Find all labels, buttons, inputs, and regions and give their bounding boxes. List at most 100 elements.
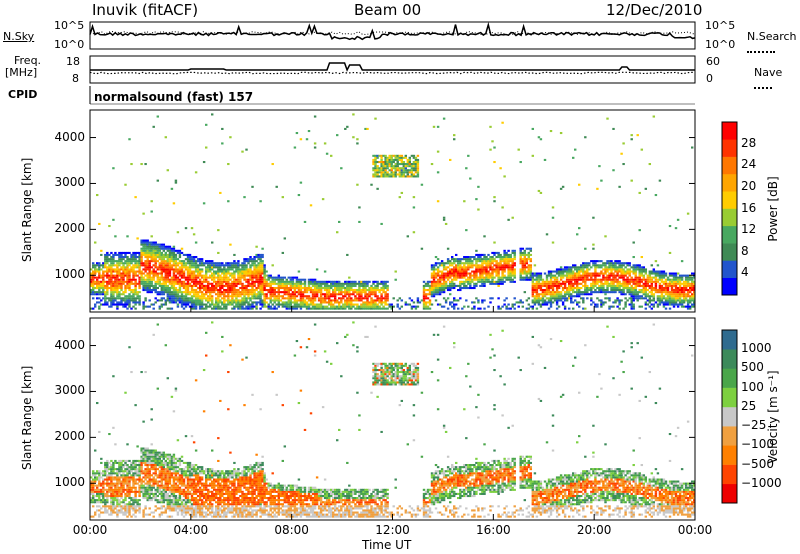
power-cell (267, 278, 270, 281)
power-cell (400, 167, 404, 170)
power-cell (507, 253, 510, 256)
power-cell (404, 303, 408, 306)
power-cell (461, 262, 464, 265)
power-cell (194, 171, 198, 174)
power-cell (154, 243, 157, 246)
power-cell (186, 272, 190, 275)
power-cell (570, 299, 573, 302)
power-cell (150, 276, 153, 279)
power-cell (277, 284, 281, 287)
power-cell (134, 196, 137, 199)
power-cell (527, 278, 531, 281)
power-cell (489, 260, 492, 263)
power-cell (202, 202, 206, 205)
power-cell (604, 291, 607, 294)
power-cell (531, 282, 535, 285)
power-cell (297, 305, 301, 308)
power-cell (604, 278, 607, 281)
power-cell (539, 299, 543, 302)
power-cell (158, 243, 162, 246)
power-cell (251, 185, 254, 188)
power-cell (116, 264, 119, 267)
power-cell (134, 266, 137, 269)
power-cell (400, 156, 404, 159)
power-cell (128, 303, 131, 306)
power-cell (192, 278, 196, 281)
power-cell (465, 287, 468, 290)
power-cell (384, 173, 387, 176)
power-cell (551, 291, 555, 294)
power-cell (319, 284, 323, 287)
power-cell (493, 241, 496, 244)
power-cell (295, 278, 299, 281)
power-cell (180, 297, 184, 300)
power-cell (251, 303, 254, 306)
power-cell (267, 274, 270, 277)
power-cell (584, 287, 587, 290)
power-cell (207, 266, 210, 269)
power-cell (370, 284, 373, 287)
power-cell (325, 293, 329, 296)
power-cell (348, 291, 351, 294)
power-cell (338, 287, 341, 290)
power-cell (98, 287, 101, 290)
power-cell (505, 278, 508, 281)
power-cell (648, 274, 652, 277)
power-cell (648, 299, 652, 302)
power-cell (368, 291, 371, 294)
power-cell (283, 305, 287, 308)
power-cell (235, 297, 238, 300)
power-cell (378, 289, 381, 292)
power-cell (243, 268, 246, 271)
power-cell (559, 274, 563, 277)
power-cell (205, 266, 208, 269)
power-cell (297, 282, 301, 285)
power-cell (162, 247, 166, 250)
power-cell (457, 268, 460, 271)
power-cell (178, 249, 182, 252)
power-cell (124, 183, 127, 186)
power-cell (126, 260, 129, 263)
power-cell (630, 138, 633, 141)
power-cell (547, 291, 551, 294)
power-cell (632, 299, 635, 302)
power-cell (590, 266, 593, 269)
power-cell (130, 295, 133, 298)
power-cell (479, 280, 482, 283)
power-cell (370, 287, 373, 290)
power-cell (610, 262, 613, 265)
power-cell (686, 293, 690, 296)
power-cell (336, 287, 339, 290)
power-cell (598, 260, 601, 263)
power-cell (150, 200, 153, 203)
power-cell (628, 270, 631, 273)
power-cell (213, 284, 216, 287)
power-cell (436, 287, 440, 290)
power-cell (586, 272, 589, 275)
power-cell (547, 274, 551, 277)
power-cell (279, 280, 283, 283)
power-cell (459, 266, 462, 269)
power-cell (396, 305, 399, 308)
power-cell (541, 284, 545, 287)
power-cell (319, 289, 323, 292)
velocity-cell (98, 484, 101, 487)
power-cell (475, 249, 478, 252)
power-cell (334, 287, 337, 290)
power-cell (436, 272, 440, 275)
power-cell (479, 256, 482, 259)
power-cell (116, 307, 119, 310)
power-cell (632, 295, 635, 298)
power-cell (164, 270, 168, 273)
power-cell (154, 287, 157, 290)
power-cell (477, 276, 480, 279)
power-cell (648, 278, 652, 281)
power-cell (174, 249, 178, 252)
power-cell (382, 289, 385, 292)
power-cell (555, 278, 559, 281)
power-cell (313, 295, 317, 298)
power-cell (243, 293, 246, 296)
velocity-cell (96, 488, 99, 491)
power-cell (152, 256, 155, 259)
power-cell (108, 278, 111, 281)
